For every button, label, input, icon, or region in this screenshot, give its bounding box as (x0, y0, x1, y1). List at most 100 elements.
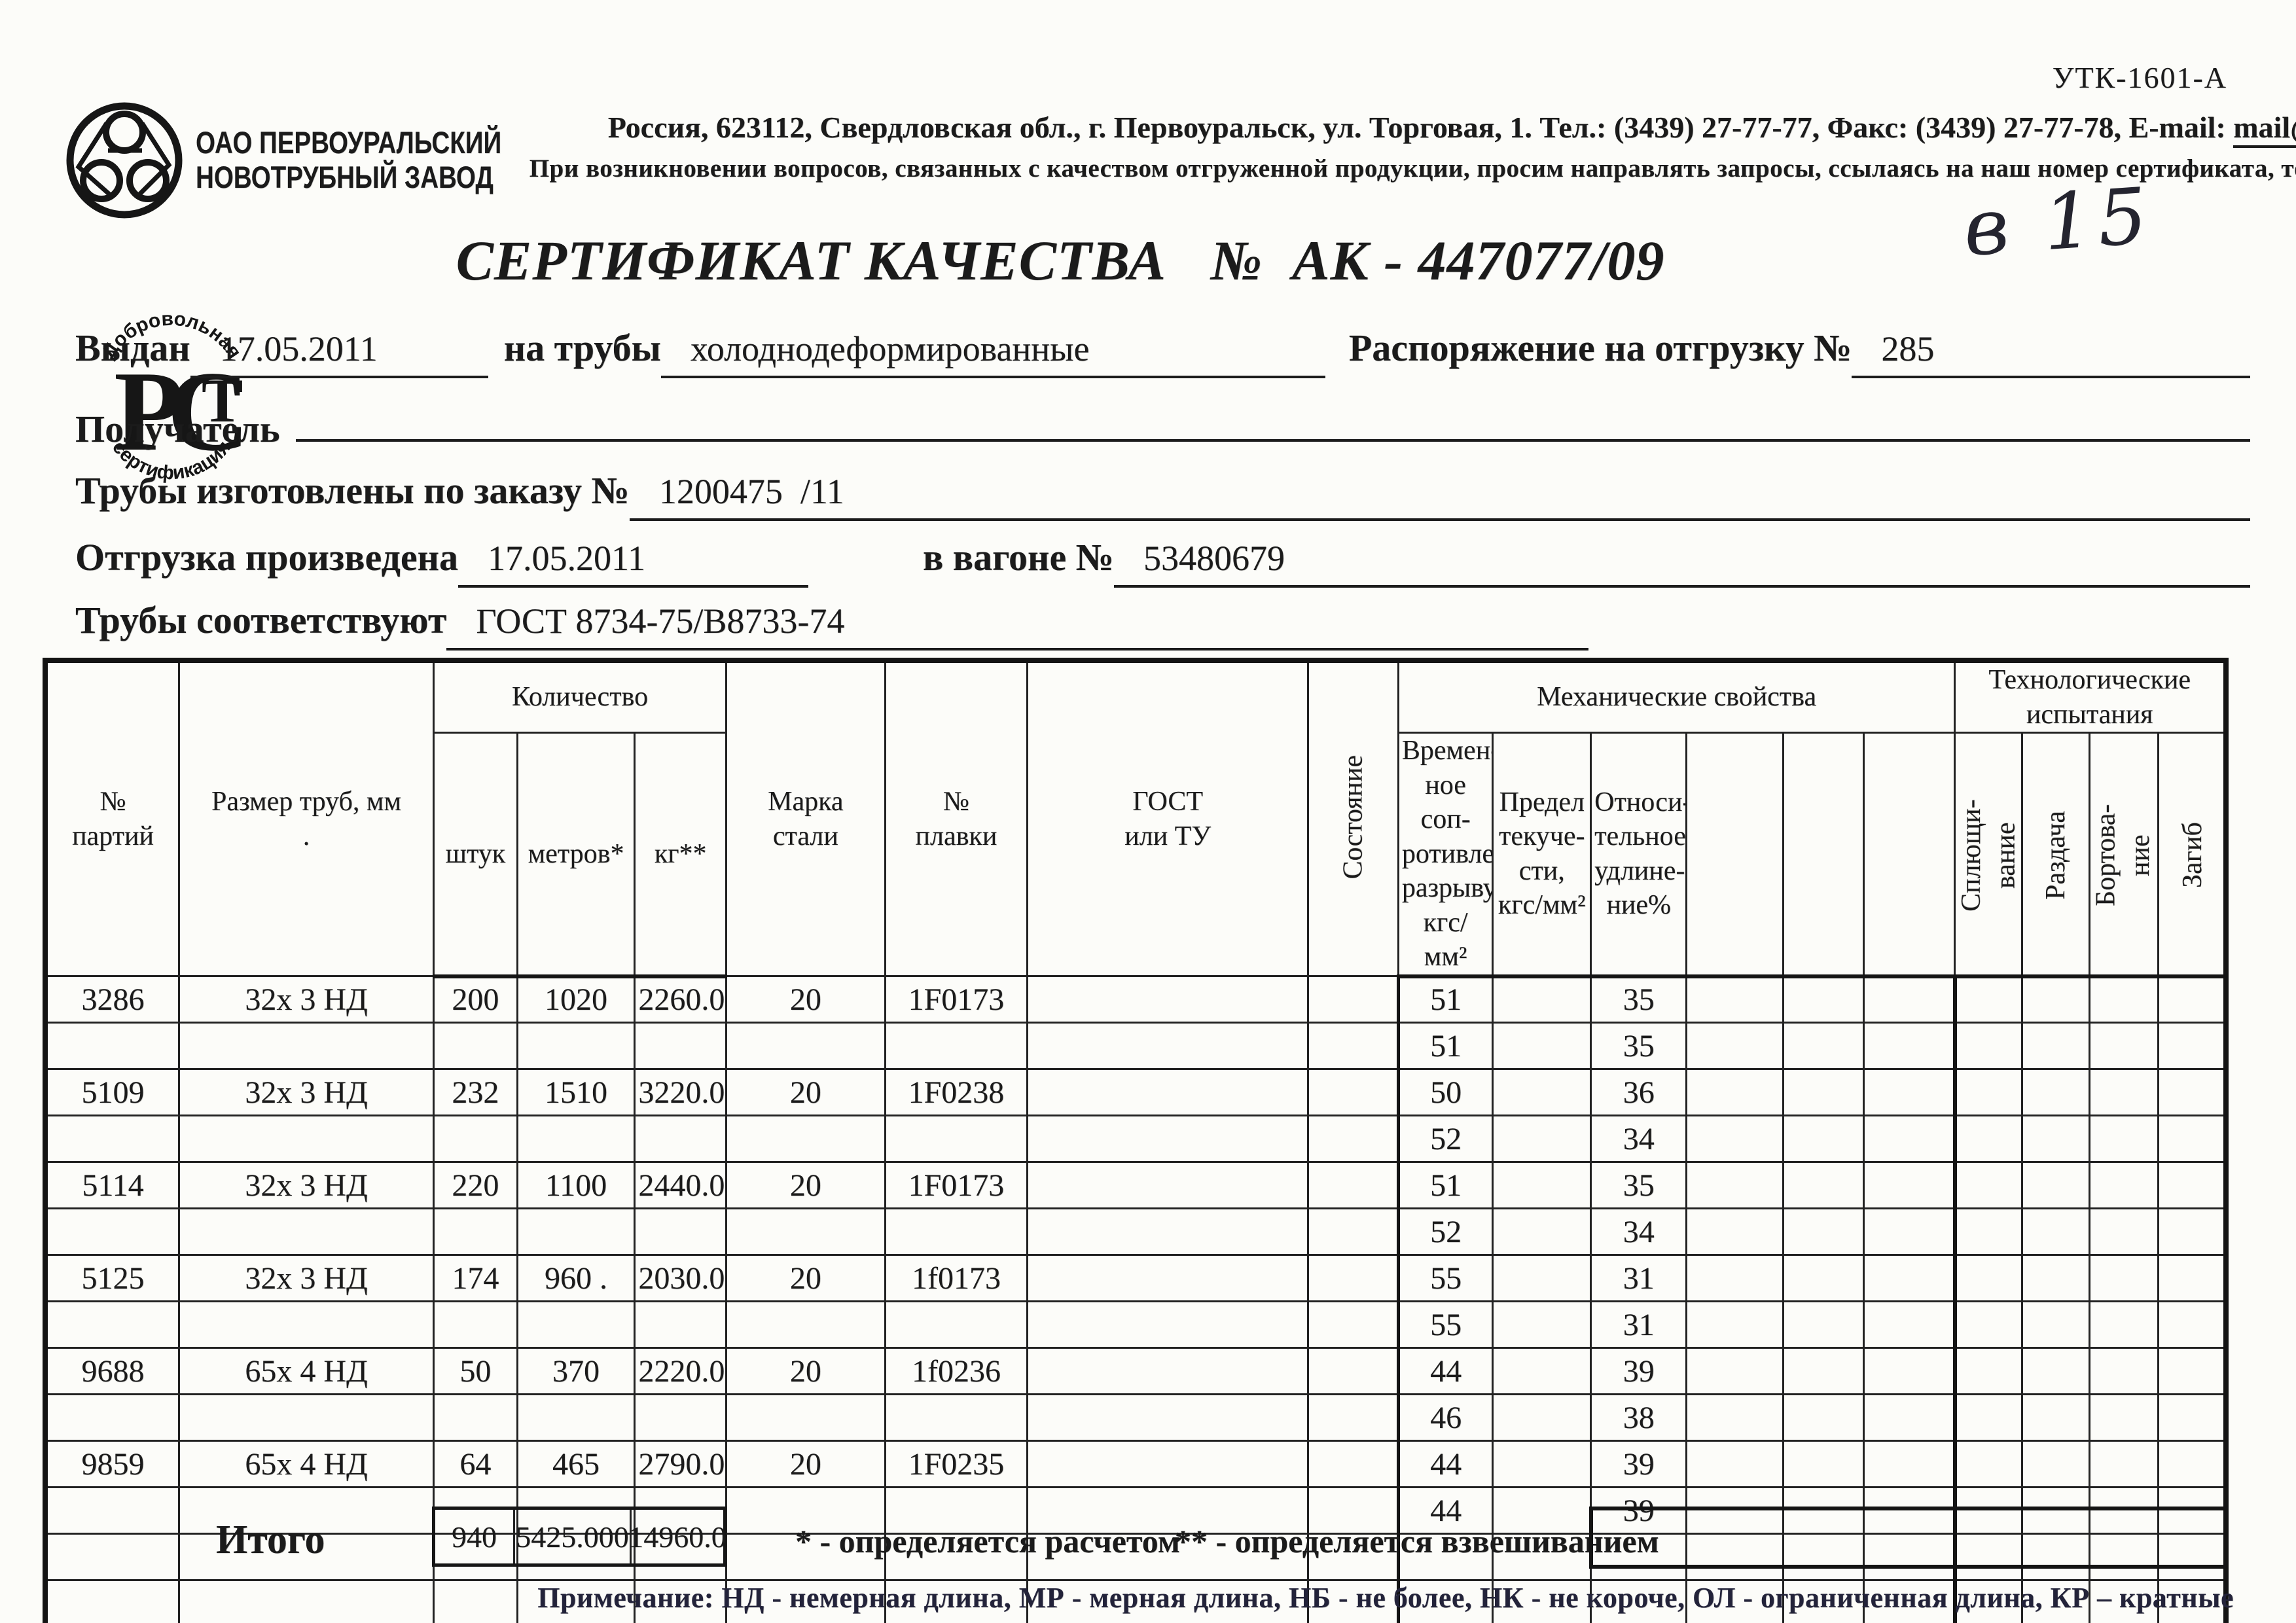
cell-e3 (1862, 1347, 1956, 1395)
cell-melt: 1F0235 (884, 1440, 1029, 1488)
cell-state (1307, 1068, 1399, 1116)
table-row: 52 34 (44, 1207, 2227, 1256)
cell-melt: 1F0173 (884, 975, 1029, 1024)
cell-e3 (1862, 1068, 1956, 1116)
cell-size (177, 1207, 435, 1256)
cell-t1 (1952, 1300, 2024, 1349)
cell-t2 (2021, 1022, 2090, 1070)
cell-t4 (2157, 1022, 2227, 1070)
cell-melt (884, 1022, 1029, 1070)
table-row: 44 39 (44, 1486, 2227, 1535)
table-row: 55 31 (44, 1300, 2227, 1349)
cell-pcs: 174 (433, 1254, 518, 1302)
cell-melt (884, 1533, 1029, 1581)
cell-batch (44, 1300, 180, 1349)
cell-elong: 35 (1590, 1161, 1688, 1209)
cell-e1 (1685, 1486, 1785, 1535)
table-row (44, 1533, 2227, 1581)
cell-gost (1026, 975, 1310, 1024)
company-logo-block: ОАО ПЕРВОУРАЛЬСКИЙ НОВОТРУБНЫЙ ЗАВОД (62, 98, 569, 223)
cell-yield (1492, 1533, 1592, 1581)
company-name: ОАО ПЕРВОУРАЛЬСКИЙ НОВОТРУБНЫЙ ЗАВОД (196, 125, 502, 194)
cell-t3 (2088, 1533, 2159, 1581)
cell-steel (725, 1533, 886, 1581)
cell-gost (1026, 1533, 1310, 1581)
letterhead: ОАО ПЕРВОУРАЛЬСКИЙ НОВОТРУБНЫЙ ЗАВОД Рос… (62, 98, 2296, 223)
cell-state (1307, 1115, 1399, 1163)
cell-t3 (2088, 1393, 2159, 1442)
wagon-value: 53480679 (1113, 538, 2250, 588)
cell-yield (1492, 1579, 1592, 1623)
cell-sigma: 52 (1396, 1207, 1494, 1256)
order-value: 1200475 /11 (629, 471, 2250, 521)
cell-state (1307, 1161, 1399, 1209)
total-pieces: 940 (435, 1510, 515, 1563)
cell-size (177, 1022, 435, 1070)
standard-label: Трубы соответствуют (75, 599, 447, 641)
cell-e2 (1782, 1579, 1865, 1623)
cell-gost (1026, 1068, 1310, 1116)
shipping-order-value: 285 (1852, 329, 2250, 378)
cell-steel: 20 (725, 1254, 886, 1302)
cell-e2 (1782, 1533, 1865, 1581)
cell-e2 (1782, 1161, 1865, 1209)
cell-yield (1492, 1161, 1592, 1209)
cell-sigma: 44 (1396, 1486, 1494, 1535)
cell-t4 (2157, 1068, 2227, 1116)
cell-steel (725, 1393, 886, 1442)
cell-sigma: 55 (1396, 1300, 1494, 1349)
cell-e3 (1862, 1300, 1956, 1349)
cell-elong: 38 (1590, 1393, 1688, 1442)
cell-t4 (2157, 1533, 2227, 1581)
cell-elong: 39 (1590, 1347, 1688, 1395)
wagon-label: в вагоне № (922, 536, 1114, 579)
cell-pcs (433, 1579, 518, 1623)
issued-label: Выдан (75, 327, 190, 369)
cell-e2 (1782, 1068, 1865, 1116)
cell-meters: 465 (516, 1440, 636, 1488)
cell-steel: 20 (725, 1161, 886, 1209)
col-group-mechanical: Механические свойства (1397, 659, 1956, 734)
col-header-gost: ГОСТ или ТУ (1026, 659, 1310, 977)
company-address-line: Россия, 623112, Свердловская обл., г. Пе… (529, 110, 2296, 148)
cell-e3 (1862, 1533, 1956, 1581)
cell-gost (1026, 1486, 1310, 1535)
col-header-elongation: Относи- тельное удлине- ние% (1590, 732, 1688, 978)
cell-sigma: 46 (1396, 1393, 1494, 1442)
table-row: 5114 32х 3 НД 220 1100 2440.0 20 1F0173 51 35 (44, 1161, 2227, 1209)
col-header-melt-number: № плавки (884, 659, 1029, 977)
table-row: 5109 32х 3 НД 232 1510 3220.0 20 1F0238 50 36 (44, 1068, 2227, 1116)
cell-yield (1492, 1254, 1592, 1302)
cell-t3 (2088, 1115, 2159, 1163)
cell-pcs (433, 1207, 518, 1256)
cell-melt: 1f0173 (884, 1254, 1029, 1302)
cell-meters (516, 1533, 636, 1581)
cell-t4 (2157, 1161, 2227, 1209)
receiver-label: Получатель (75, 408, 280, 450)
cell-t2 (2021, 1347, 2090, 1395)
cell-pcs (433, 1300, 518, 1349)
cell-e1 (1685, 1207, 1785, 1256)
cell-t2 (2021, 1161, 2090, 1209)
cell-kg: 2220.0 (634, 1347, 727, 1395)
signature-box (1589, 1507, 2227, 1569)
cell-t3 (2088, 975, 2159, 1024)
cell-melt (884, 1393, 1029, 1442)
cell-e1 (1685, 1254, 1785, 1302)
cell-batch (44, 1207, 180, 1256)
cell-t2 (2021, 1393, 2090, 1442)
cell-t1 (1952, 1022, 2024, 1070)
cell-melt: 1f0236 (884, 1347, 1029, 1395)
cell-melt: 1F0173 (884, 1161, 1029, 1209)
col-header-meters: метров* (516, 732, 636, 978)
field-row-order: Трубы изготовлены по заказу № 1200475 /1… (75, 469, 2250, 521)
cell-gost (1026, 1022, 1310, 1070)
cell-t3 (2088, 1022, 2159, 1070)
cell-steel: 20 (725, 1440, 886, 1488)
col-header-yield-strength: Предел текуче- сти, кгс/мм² (1492, 732, 1592, 978)
cell-sigma: 50 (1396, 1068, 1494, 1116)
cell-yield (1492, 1347, 1592, 1395)
issued-value: 17.05.2011 (190, 329, 488, 378)
cell-kg (634, 1533, 727, 1581)
